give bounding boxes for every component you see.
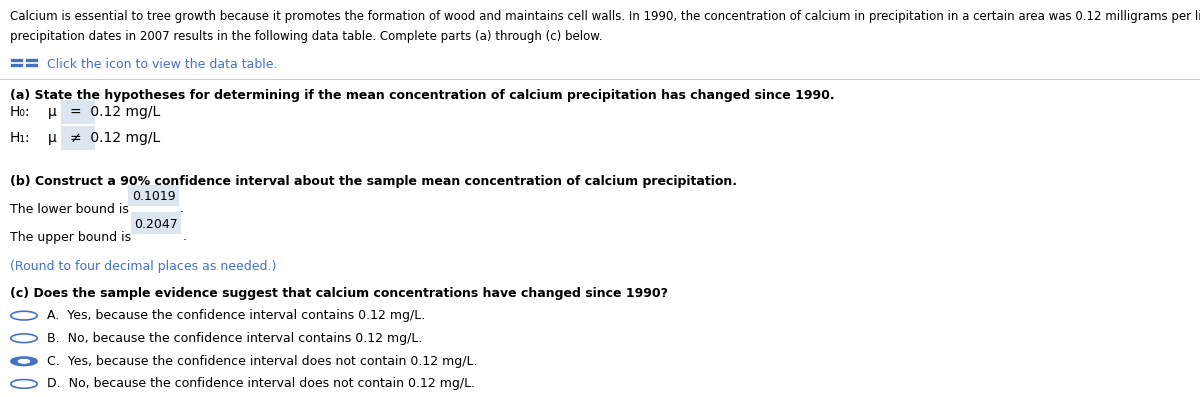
FancyBboxPatch shape <box>61 126 95 150</box>
Text: (Round to four decimal places as needed.): (Round to four decimal places as needed.… <box>10 260 276 273</box>
FancyBboxPatch shape <box>25 58 38 62</box>
FancyBboxPatch shape <box>25 63 38 67</box>
Text: (c) Does the sample evidence suggest that calcium concentrations have changed si: (c) Does the sample evidence suggest tha… <box>10 287 667 300</box>
Text: μ: μ <box>48 131 56 145</box>
Text: 0.1019: 0.1019 <box>132 191 175 203</box>
Text: precipitation dates in 2007 results in the following data table. Complete parts : precipitation dates in 2007 results in t… <box>10 30 602 43</box>
Text: μ: μ <box>48 105 56 119</box>
Text: 0.2047: 0.2047 <box>134 218 178 231</box>
Text: H₁:: H₁: <box>10 131 30 145</box>
Text: .: . <box>180 202 184 216</box>
Text: (b) Construct a 90% confidence interval about the sample mean concentration of c: (b) Construct a 90% confidence interval … <box>10 175 737 188</box>
Text: H₀:: H₀: <box>10 105 30 119</box>
Circle shape <box>18 359 30 363</box>
FancyBboxPatch shape <box>10 58 23 62</box>
Text: The lower bound is: The lower bound is <box>10 203 132 216</box>
FancyBboxPatch shape <box>131 212 181 234</box>
FancyBboxPatch shape <box>10 63 23 67</box>
Text: .: . <box>182 230 186 243</box>
FancyBboxPatch shape <box>61 100 95 124</box>
Text: Calcium is essential to tree growth because it promotes the formation of wood an: Calcium is essential to tree growth beca… <box>10 10 1200 23</box>
FancyBboxPatch shape <box>128 185 179 206</box>
Text: B.  No, because the confidence interval contains 0.12 mg/L.: B. No, because the confidence interval c… <box>47 332 422 345</box>
Text: D.  No, because the confidence interval does not contain 0.12 mg/L.: D. No, because the confidence interval d… <box>47 378 475 390</box>
Text: ≠  0.12 mg/L: ≠ 0.12 mg/L <box>70 131 160 145</box>
Text: A.  Yes, because the confidence interval contains 0.12 mg/L.: A. Yes, because the confidence interval … <box>47 309 425 322</box>
Text: Click the icon to view the data table.: Click the icon to view the data table. <box>47 58 277 71</box>
Text: =  0.12 mg/L: = 0.12 mg/L <box>70 105 160 119</box>
Text: C.  Yes, because the confidence interval does not contain 0.12 mg/L.: C. Yes, because the confidence interval … <box>47 355 478 368</box>
Text: The upper bound is: The upper bound is <box>10 231 134 244</box>
Text: (a) State the hypotheses for determining if the mean concentration of calcium pr: (a) State the hypotheses for determining… <box>10 89 834 102</box>
Circle shape <box>11 357 37 366</box>
